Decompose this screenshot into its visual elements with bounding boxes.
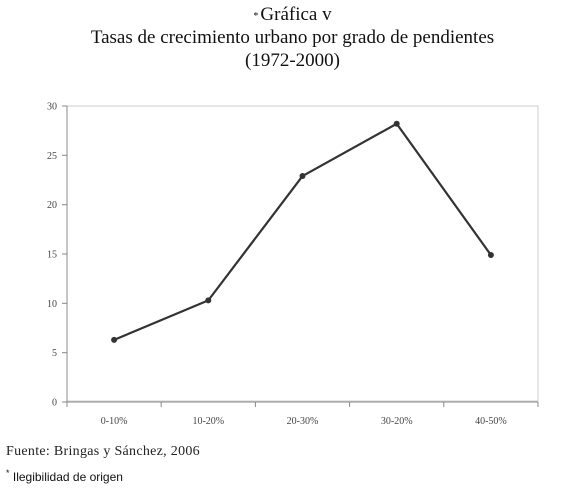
source-note: Fuente: Bringas y Sánchez, 2006 [6, 444, 200, 459]
data-point [205, 297, 212, 304]
footnote: * Ilegibilidad de origen [6, 468, 123, 484]
y-tick-label: 5 [52, 348, 57, 359]
footnote-text: Ilegibilidad de origen [12, 470, 123, 484]
x-tick-label: 20-30% [287, 416, 319, 427]
y-tick-label: 20 [47, 200, 57, 211]
series-line [113, 122, 492, 341]
x-tick-label: 0-10% [101, 416, 128, 427]
y-tick-label: 30 [47, 102, 57, 113]
data-point [393, 120, 400, 127]
y-tick-label: 25 [47, 151, 57, 162]
data-point [487, 251, 494, 258]
y-tick-label: 10 [47, 299, 57, 310]
series-group [111, 120, 494, 343]
title-asterisk: * [253, 11, 259, 22]
data-point [299, 173, 306, 180]
title-line1-text: Gráfica v [260, 4, 332, 25]
footnote-asterisk: * [6, 468, 10, 478]
x-tick-label: 30-20% [381, 416, 413, 427]
chart-subtitle: (1972-2000) [245, 50, 340, 71]
y-tick-label: 15 [47, 250, 57, 261]
y-tick-label: 0 [52, 398, 57, 409]
chart-title-block: * Gráfica v Tasas de crecimiento urbano p… [0, 4, 585, 72]
x-tick-label: 40-50% [475, 416, 507, 427]
x-tick-label: 10-20% [192, 416, 224, 427]
y-ticks: 0 5 10 15 20 25 30 [47, 102, 67, 409]
x-ticks: 0-10% 10-20% 20-30% 30-20% 40-50% [66, 402, 539, 427]
chart-title: Tasas de crecimiento urbano por grado de… [90, 27, 495, 48]
chart-title-number: * Gráfica v [0, 4, 585, 26]
plot-frame [66, 105, 539, 402]
data-point [111, 336, 118, 343]
